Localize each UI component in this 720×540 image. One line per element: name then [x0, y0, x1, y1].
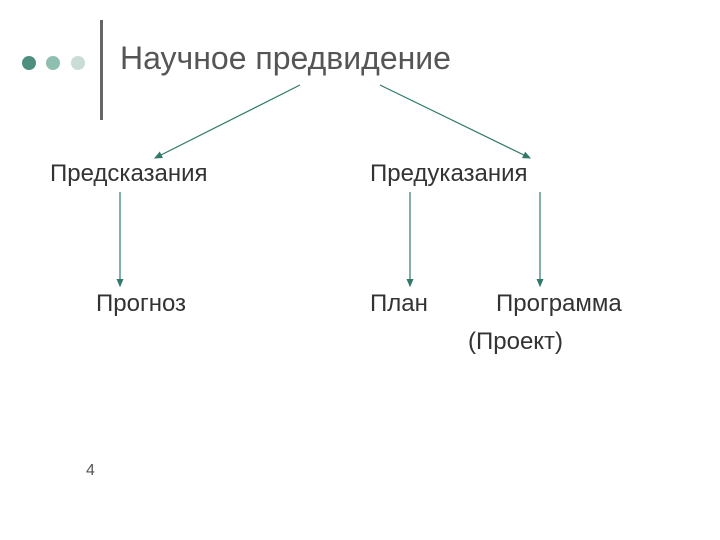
bullet-dot-3 — [71, 56, 85, 70]
title-divider — [100, 20, 103, 120]
page-number: 4 — [86, 462, 95, 480]
node-forecast: Прогноз — [96, 290, 186, 318]
node-prescriptions: Предуказания — [370, 160, 528, 188]
node-program: Программа — [496, 290, 622, 318]
node-predictions: Предсказания — [50, 160, 208, 188]
bullet-dot-2 — [46, 56, 60, 70]
tree-edge — [380, 85, 530, 158]
slide-title: Научное предвидение — [120, 40, 451, 77]
slide: { "title": "Научное предвидение", "label… — [0, 0, 720, 540]
node-project-note: (Проект) — [468, 328, 563, 356]
node-plan: План — [370, 290, 428, 318]
bullet-dot-1 — [22, 56, 36, 70]
title-bullets — [22, 56, 91, 75]
arrows-layer — [0, 0, 720, 540]
tree-edge — [155, 85, 300, 158]
